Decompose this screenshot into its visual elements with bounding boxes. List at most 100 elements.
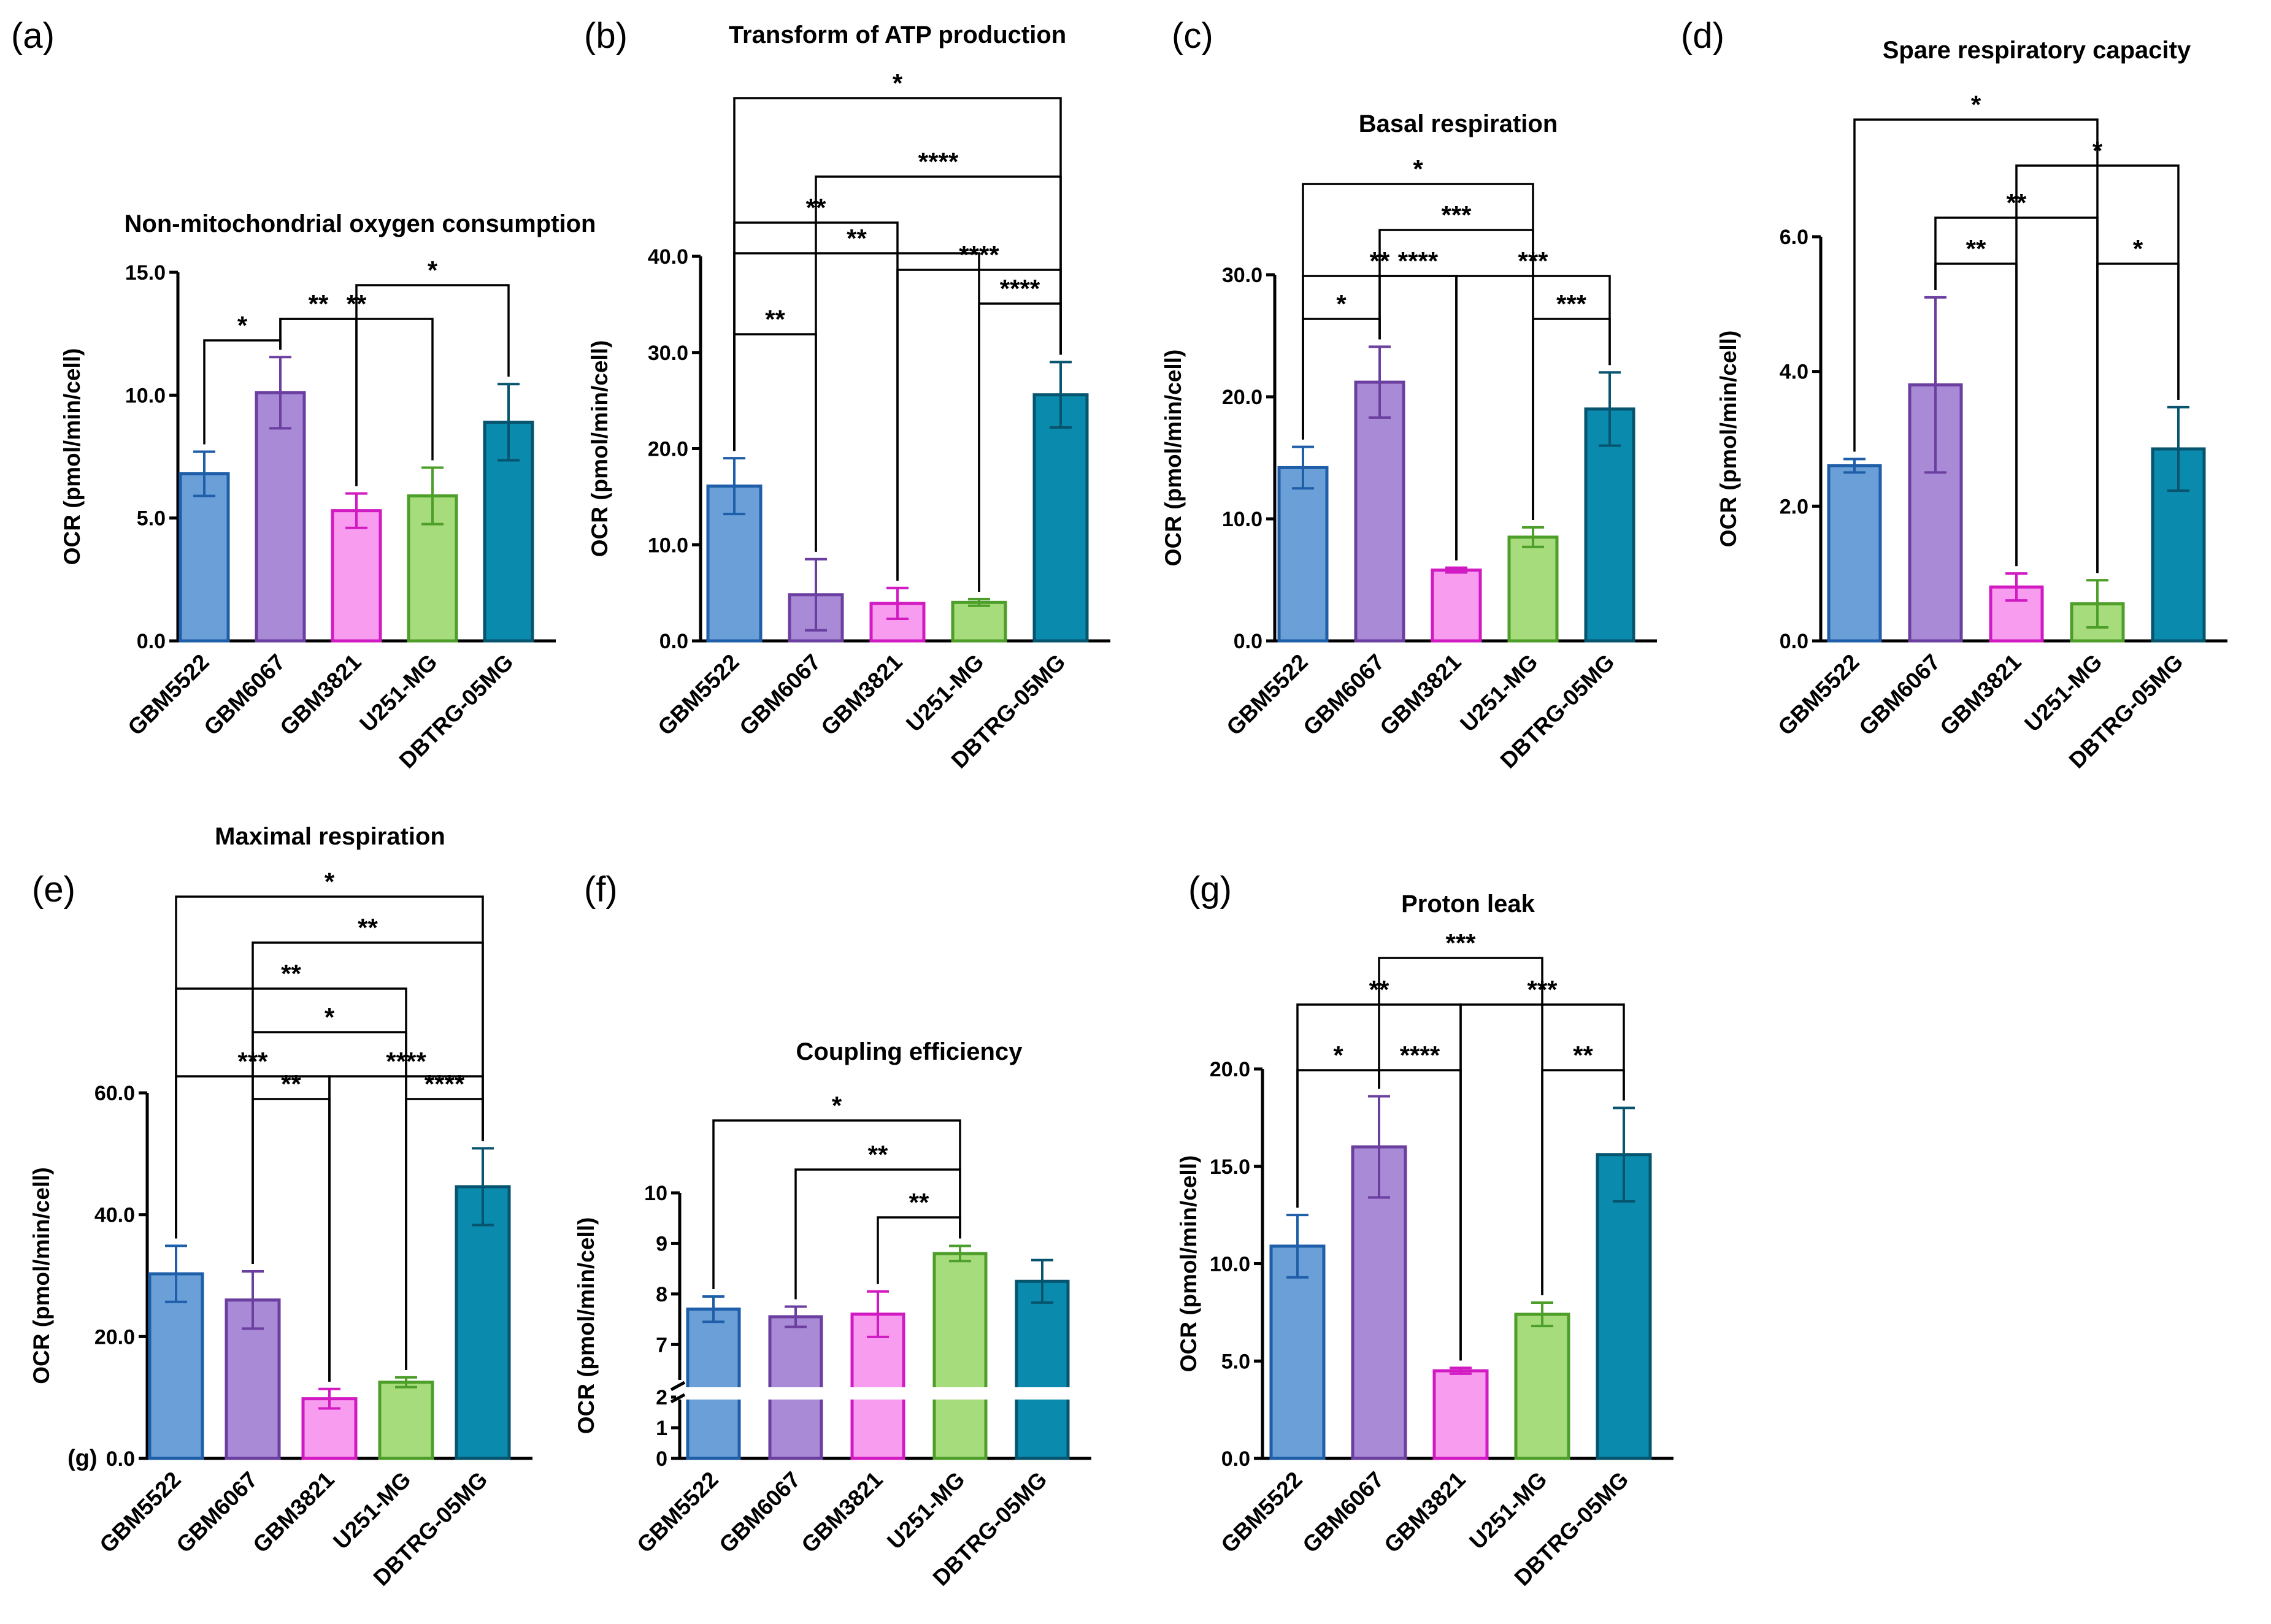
y-tick-label-b-4: 40.0 (648, 245, 688, 269)
y-tick-label-g-3: 15.0 (1210, 1155, 1250, 1179)
sig-bracket-e-5 (175, 987, 407, 1370)
sig-bracket-c-4 (1302, 183, 1534, 520)
bar-c-GBM3821 (1431, 569, 1482, 643)
bar-g-GBM6067 (1351, 1145, 1407, 1460)
bar-c-GBM5522 (1277, 465, 1329, 643)
y-tick-label-f-u3: 10 (644, 1182, 667, 1205)
y-tick-label-e-0: 0.0 (106, 1447, 135, 1471)
sig-bracket-b-4 (733, 97, 1062, 451)
stray-panel-mark: (g) (67, 1446, 98, 1471)
panel-label-e: (e) (32, 870, 75, 910)
panel-title-b: Transform of ATP production (729, 21, 1066, 48)
sig-bracket-d-4 (1853, 118, 2099, 573)
sig-bracket-f-2 (712, 1119, 961, 1289)
x-tick-label-d-2: GBM3821 (1935, 649, 2026, 740)
y-tick-label-b-0: 0.0 (659, 630, 688, 653)
bar-a-GBM6067 (255, 391, 306, 643)
bar-g-GBM5522 (1269, 1244, 1326, 1460)
x-tick-label-g-3: U251-MG (1464, 1467, 1551, 1554)
sig-label-c-1: **** (1398, 247, 1439, 275)
panel-title-f: Coupling efficiency (796, 1038, 1023, 1065)
sig-label-b-4: * (893, 69, 903, 98)
sig-label-c-5: *** (1556, 289, 1587, 318)
sig-label-a-0: * (237, 311, 248, 340)
sig-label-f-2: * (832, 1091, 842, 1120)
x-tick-label-f-2: GBM3821 (796, 1467, 887, 1558)
x-tick-label-a-1: GBM6067 (199, 649, 290, 740)
x-tick-label-f-0: GBM5522 (632, 1467, 723, 1558)
x-tick-label-g-0: GBM5522 (1216, 1467, 1307, 1558)
bar-f-DBTRG-05MG (1015, 1279, 1070, 1460)
panel-title-a: Non-mitochondrial oxygen consumption (125, 210, 596, 237)
y-tick-label-g-1: 5.0 (1221, 1350, 1250, 1373)
y-tick-label-e-1: 20.0 (94, 1325, 135, 1349)
x-tick-label-d-3: U251-MG (2019, 649, 2107, 737)
sig-label-f-0: ** (909, 1188, 929, 1217)
sig-label-d-4: * (1971, 90, 1981, 119)
y-axis-label-g: OCR (pmol/min/cell) (1176, 1155, 1201, 1373)
bar-c-GBM6067 (1354, 380, 1405, 643)
y-tick-label-f-u0: 7 (656, 1333, 667, 1357)
panel-g: (g) Proton leak 0.0 5.0 10.0 15.0 20.0 OCR (pmo… (1176, 870, 1673, 1591)
bar-g-U251-MG (1514, 1312, 1570, 1460)
sig-label-g-0: * (1333, 1041, 1343, 1070)
y-axis-label-a: OCR (pmol/min/cell) (60, 348, 85, 565)
y-tick-label-g-2: 10.0 (1210, 1253, 1250, 1276)
y-axis-label-b: OCR (pmol/min/cell) (587, 340, 612, 557)
bar-a-GBM5522 (179, 472, 230, 643)
y-axis-label-d: OCR (pmol/min/cell) (1716, 331, 1741, 548)
x-tick-label-c-0: GBM5522 (1221, 649, 1312, 740)
x-tick-label-d-1: GBM6067 (1854, 649, 1945, 740)
y-tick-label-b-2: 20.0 (648, 438, 688, 461)
panel-label-d: (d) (1681, 16, 1724, 56)
sig-label-e-7: * (325, 867, 335, 896)
y-tick-label-f-l2: 2 (656, 1386, 667, 1409)
y-tick-label-a-3: 15.0 (125, 261, 166, 285)
y-tick-label-f-l1: 1 (656, 1417, 667, 1440)
y-tick-label-c-1: 10.0 (1222, 508, 1262, 531)
x-tick-label-a-2: GBM3821 (275, 649, 366, 740)
sig-label-b-6: **** (959, 240, 999, 269)
y-tick-label-e-2: 40.0 (94, 1204, 135, 1227)
y-tick-label-a-2: 10.0 (125, 384, 166, 407)
y-tick-label-g-4: 20.0 (1210, 1058, 1250, 1081)
x-tick-label-d-0: GBM5522 (1773, 649, 1864, 740)
y-tick-label-d-3: 6.0 (1780, 226, 1808, 249)
sig-label-e-5: ** (281, 959, 301, 988)
axis-break-gap-f (676, 1387, 1095, 1400)
x-tick-label-e-1: GBM6067 (171, 1467, 262, 1558)
bar-b-DBTRG-05MG (1032, 393, 1089, 643)
axis-break-mark-high-f (670, 1381, 686, 1392)
panel-label-b: (b) (584, 16, 628, 56)
panel-label-g: (g) (1188, 870, 1232, 910)
y-tick-label-d-1: 2.0 (1780, 495, 1808, 518)
sig-label-g-5: *** (1445, 929, 1476, 957)
panel-title-d: Spare respiratory capacity (1883, 37, 2191, 64)
panel-f: (f) Coupling efficiency 0 1 2 7 8 9 10 OCR (pmol/… (574, 870, 1095, 1591)
sig-label-e-1: **** (425, 1070, 465, 1098)
y-tick-label-b-1: 10.0 (648, 534, 688, 557)
x-tick-label-a-0: GBM5522 (123, 649, 213, 740)
sig-label-g-1: **** (1400, 1041, 1440, 1070)
bar-e-DBTRG-05MG (455, 1185, 511, 1460)
y-tick-label-d-2: 4.0 (1780, 361, 1808, 384)
bar-f-U251-MG (932, 1252, 988, 1460)
axis-break-mark-low-f (670, 1393, 686, 1404)
bar-a-GBM3821 (331, 509, 382, 643)
bar-b-U251-MG (951, 600, 1007, 643)
sig-label-c-0: * (1336, 289, 1347, 318)
y-tick-label-c-2: 20.0 (1222, 386, 1262, 409)
y-tick-label-a-1: 5.0 (137, 507, 166, 530)
sig-bracket-e-7 (175, 895, 484, 1239)
x-tick-label-f-3: U251-MG (882, 1467, 969, 1554)
sig-bracket-b-1 (733, 252, 980, 592)
bar-d-GBM3821 (1989, 585, 2044, 643)
panel-title-e: Maximal respiration (215, 823, 445, 850)
bar-e-U251-MG (378, 1381, 434, 1460)
y-axis-label-e: OCR (pmol/min/cell) (29, 1167, 54, 1384)
y-tick-label-d-0: 0.0 (1780, 630, 1808, 653)
x-tick-label-e-0: GBM5522 (94, 1467, 185, 1558)
sig-label-e-0: ** (281, 1070, 301, 1098)
y-tick-label-f-l0: 0 (656, 1447, 667, 1471)
